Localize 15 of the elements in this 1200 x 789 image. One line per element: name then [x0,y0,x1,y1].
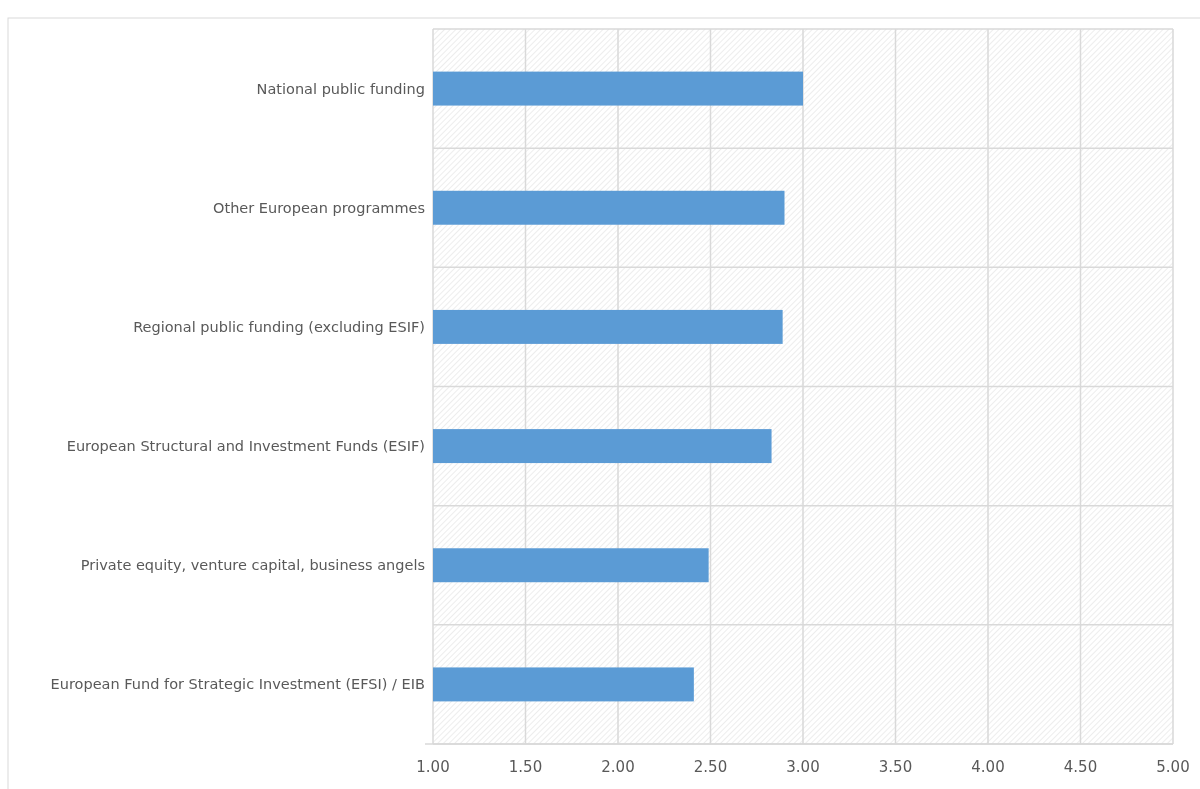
x-tick-label: 3.50 [878,758,913,776]
x-tick-label: 1.00 [416,758,450,776]
y-tick-label: Other European programmes [213,199,425,216]
y-tick-label: National public funding [256,80,425,97]
y-tick-label: European Structural and Investment Funds (ESIF) [66,438,425,455]
y-tick-label: Regional public funding (excluding ESIF) [133,318,425,335]
x-tick-label: 4.00 [971,758,1005,776]
x-tick-label: 4.50 [1063,758,1098,776]
x-tick-label: 3.00 [786,758,820,776]
x-tick-label: 2.50 [693,758,728,776]
y-tick-label: Private equity, venture capital, business angels [80,557,425,574]
y-tick-label: European Fund for Strategic Investment (EFSI) / EIB [50,676,425,693]
x-tick-label: 2.00 [601,758,635,776]
x-tick-label: 5.00 [1156,758,1190,776]
x-tick-label: 1.50 [508,758,543,776]
